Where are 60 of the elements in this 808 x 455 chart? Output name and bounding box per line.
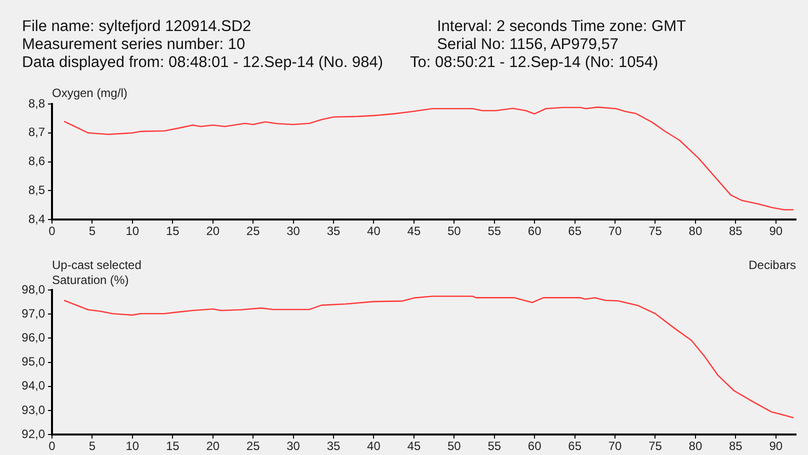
x-tick-label: 0 — [48, 439, 56, 454]
x-tick-label: 0 — [48, 224, 56, 238]
text: Interval: 2 seconds Time zone: GMT — [437, 18, 686, 36]
x-tick-label: 75 — [648, 439, 662, 454]
x-tick-label: 60 — [528, 439, 542, 454]
y-axis-title: Oxygen (mg/l) — [52, 86, 128, 100]
x-tick-label: 10 — [126, 224, 140, 238]
y-tick-label: 8,7 — [28, 125, 46, 140]
text: Measurement series number: 10 — [22, 36, 246, 54]
x-tick-label: 30 — [286, 224, 300, 238]
y-tick-label: 94,0 — [22, 378, 46, 393]
x-tick-label: 55 — [488, 224, 502, 238]
x-tick-label: 80 — [688, 439, 702, 454]
x-tick-label: 10 — [126, 439, 140, 454]
y-tick-label: 98,0 — [22, 282, 46, 296]
x-tick-label: 80 — [688, 224, 702, 238]
text: Data displayed from: 08:48:01 - 12.Sep-14 (No. 984) — [22, 54, 384, 72]
x-tick-label: 40 — [367, 224, 381, 238]
y-tick-label: 93,0 — [22, 402, 46, 417]
x-tick-label: 20 — [206, 224, 220, 238]
x-tick-label: 70 — [608, 439, 622, 454]
x-tick-label: 50 — [447, 439, 462, 454]
x-tick-label: 5 — [88, 439, 96, 454]
x-tick-label: 30 — [286, 439, 300, 454]
text: File name: syltefjord 120914.SD2 — [22, 18, 252, 36]
y-tick-label: 96,0 — [22, 330, 46, 345]
x-tick-label: 75 — [648, 224, 662, 238]
x-tick-label: 20 — [206, 439, 220, 454]
x-tick-label: 70 — [608, 224, 622, 238]
x-tick-label: 45 — [407, 439, 421, 454]
x-tick-label: 65 — [568, 224, 582, 238]
x-tick-label: 15 — [166, 224, 180, 238]
y-tick-label: 8,4 — [28, 212, 46, 226]
y-tick-label: 95,0 — [22, 354, 46, 369]
x-tick-label: 90 — [769, 439, 783, 454]
x-tick-label: 50 — [447, 224, 462, 238]
x-tick-label: 35 — [326, 224, 341, 238]
x-tick-label: 35 — [326, 439, 341, 454]
y-tick-label: 97,0 — [22, 306, 46, 320]
y-axis-title: Saturation (%) — [52, 273, 129, 287]
y-tick-label: 8,5 — [28, 183, 46, 198]
x-tick-label: 40 — [367, 439, 381, 454]
x-tick-label: 25 — [246, 439, 260, 454]
text: Serial No: 1156, AP979,57 — [437, 36, 619, 54]
text: Up-cast selected — [52, 258, 142, 272]
y-tick-label: 8,8 — [28, 96, 46, 110]
x-tick-label: 65 — [568, 439, 582, 454]
x-tick-label: 90 — [769, 224, 783, 238]
y-tick-label: 8,6 — [28, 154, 46, 168]
x-tick-label: 5 — [88, 224, 96, 238]
x-tick-label: 15 — [166, 439, 180, 454]
text: To: 08:50:21 - 12.Sep-14 (No: 1054) — [410, 54, 658, 72]
x-tick-label: 45 — [407, 224, 421, 238]
y-tick-label: 92,0 — [22, 426, 46, 441]
x-tick-label: 85 — [728, 224, 743, 238]
x-tick-label: 25 — [246, 224, 260, 238]
x-tick-label: 60 — [528, 224, 542, 238]
x-tick-label: 55 — [488, 439, 502, 454]
x-axis-title: Decibars — [748, 258, 796, 272]
x-tick-label: 85 — [728, 439, 743, 454]
